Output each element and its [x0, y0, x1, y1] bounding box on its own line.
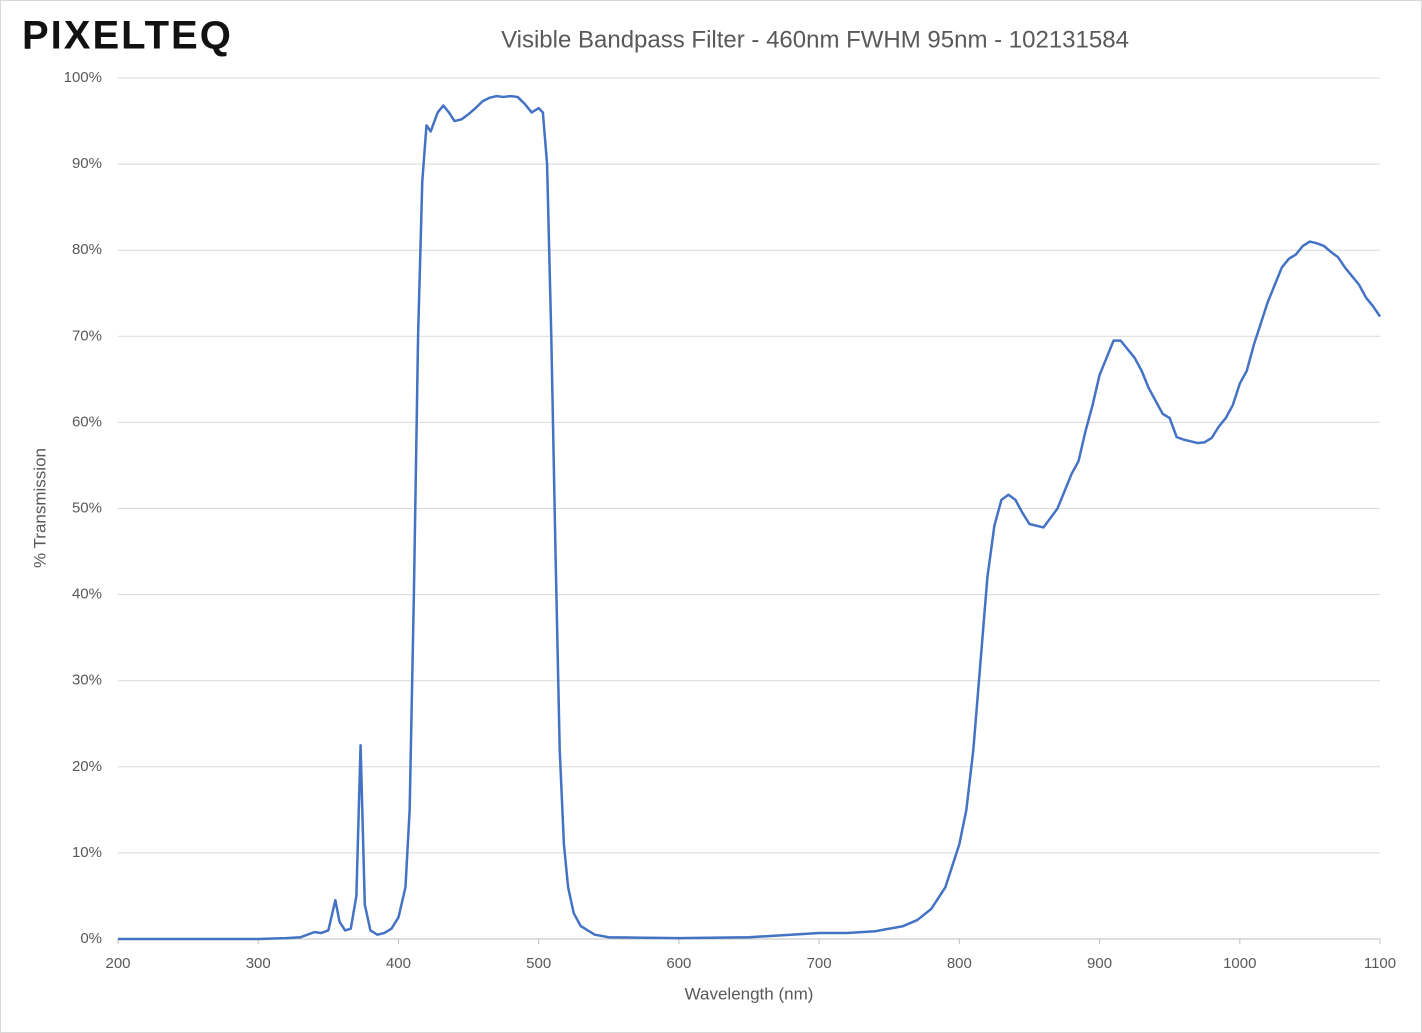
y-tick-label: 10%	[72, 844, 102, 861]
x-tick-label: 500	[526, 955, 551, 972]
y-tick-label: 20%	[72, 758, 102, 775]
y-tick-label: 40%	[72, 586, 102, 603]
x-tick-label: 600	[666, 955, 691, 972]
y-tick-label: 90%	[72, 155, 102, 172]
y-tick-label: 60%	[72, 413, 102, 430]
y-tick-label: 80%	[72, 241, 102, 258]
line-series	[118, 94, 1382, 941]
x-tick-label: 1100	[1364, 955, 1396, 972]
y-tick-label: 30%	[72, 672, 102, 689]
logo: PIXELTEQ	[22, 14, 233, 58]
y-tick-label: 50%	[72, 499, 102, 516]
x-tick-label: 900	[1087, 955, 1112, 972]
x-tick-label: 700	[807, 955, 832, 972]
y-axis-label: % Transmission	[30, 448, 49, 568]
x-tick-label: 800	[947, 955, 972, 972]
x-axis-label: Wavelength (nm)	[685, 984, 814, 1003]
x-tick-label: 1000	[1223, 955, 1256, 972]
y-tick-label: 100%	[64, 69, 102, 86]
y-tick-label: 70%	[72, 327, 102, 344]
y-tick-label: 0%	[80, 930, 102, 947]
x-tick-label: 200	[105, 955, 130, 972]
x-tick-label: 300	[246, 955, 271, 972]
chart-title: Visible Bandpass Filter - 460nm FWHM 95n…	[501, 26, 1129, 53]
x-tick-label: 400	[386, 955, 411, 972]
